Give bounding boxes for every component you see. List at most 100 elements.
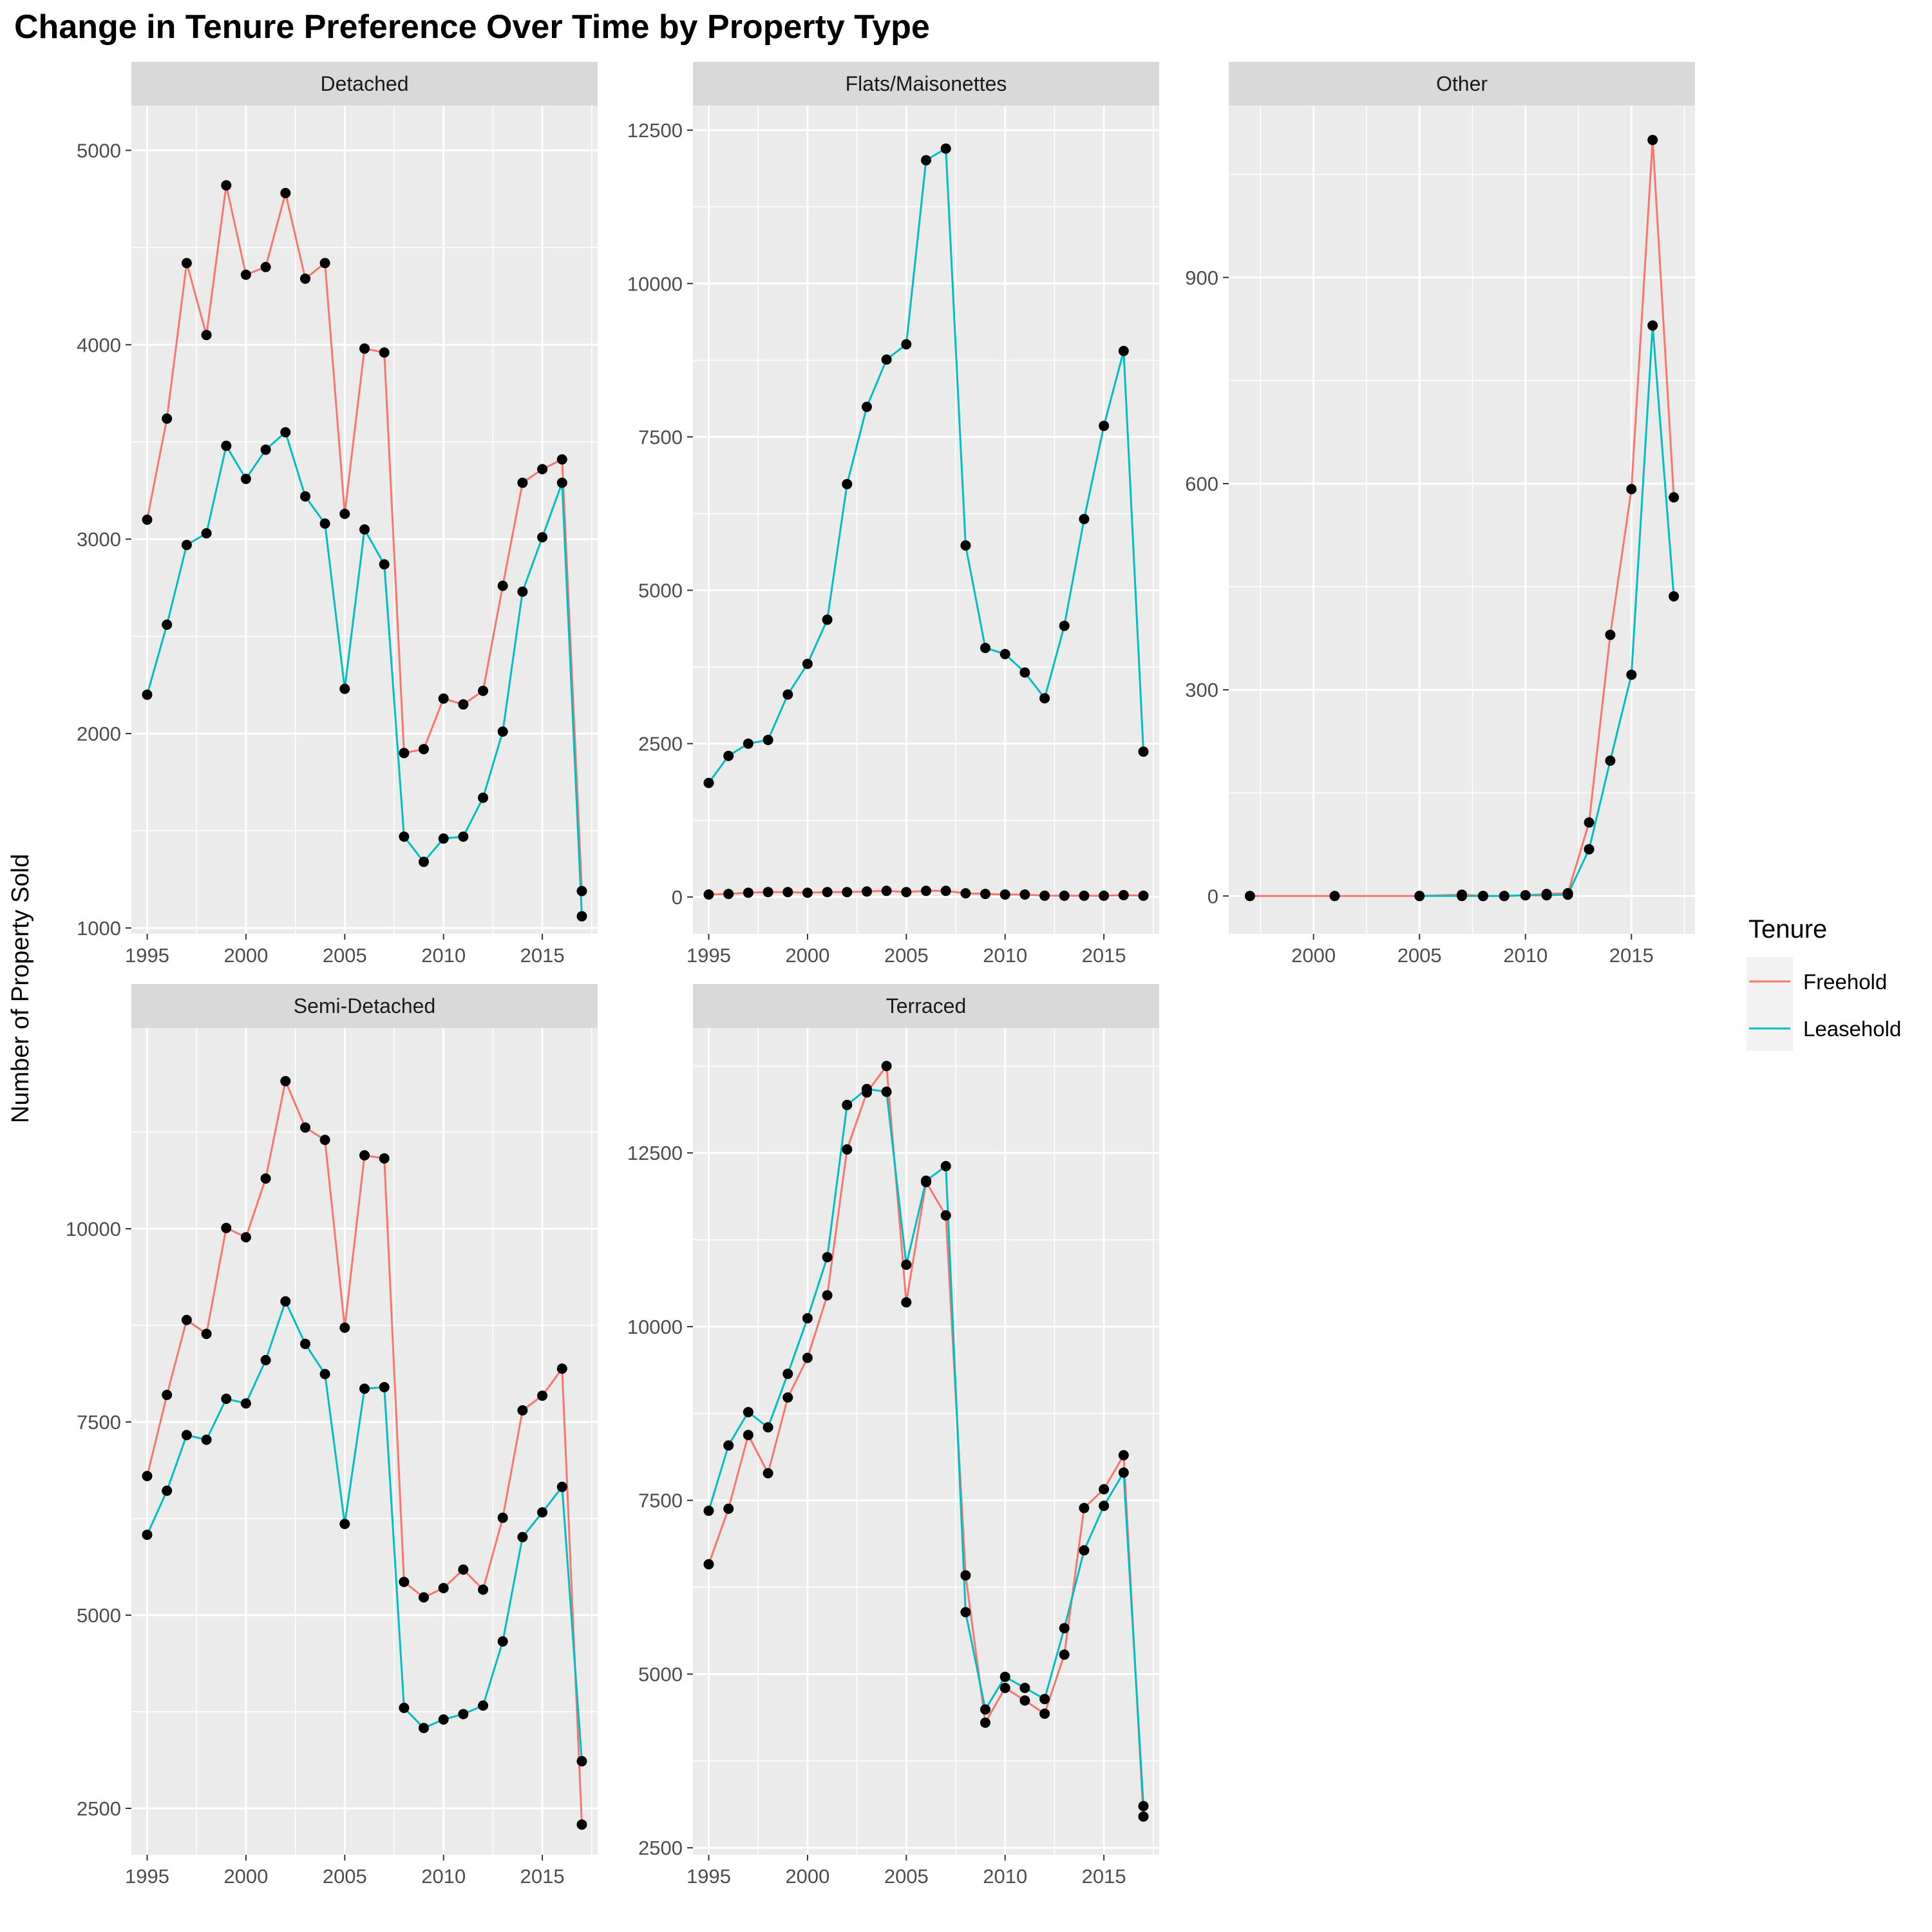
data-point-leasehold: [201, 1434, 212, 1445]
x-tick-label: 2000: [223, 1865, 268, 1888]
y-tick-label: 1000: [77, 917, 121, 940]
data-point-freehold: [703, 1559, 714, 1569]
data-point-freehold: [842, 1144, 853, 1155]
data-point-freehold: [300, 1122, 310, 1133]
data-point-freehold: [723, 889, 734, 900]
x-tick-label: 2000: [785, 1865, 829, 1888]
data-point-leasehold: [1059, 1623, 1070, 1634]
data-point-freehold: [980, 1718, 990, 1728]
data-point-leasehold: [881, 354, 892, 365]
data-point-freehold: [201, 330, 212, 341]
facet-strip-label: Detached: [321, 72, 409, 95]
data-point-freehold: [1669, 492, 1680, 503]
data-point-freehold: [940, 886, 951, 896]
data-point-leasehold: [162, 620, 173, 630]
data-point-leasehold: [1019, 667, 1030, 678]
data-point-leasehold: [921, 155, 931, 166]
data-point-leasehold: [399, 831, 410, 842]
data-point-freehold: [1118, 890, 1129, 900]
data-point-leasehold: [478, 792, 489, 803]
data-point-leasehold: [1079, 1545, 1090, 1556]
data-point-freehold: [142, 515, 153, 525]
data-point-leasehold: [142, 689, 153, 700]
data-point-freehold: [221, 180, 232, 191]
data-point-leasehold: [162, 1485, 173, 1496]
data-point-leasehold: [1457, 891, 1467, 902]
data-point-leasehold: [478, 1700, 489, 1711]
x-tick-label: 2005: [884, 944, 929, 967]
y-tick-label: 12500: [627, 119, 683, 142]
x-tick-label: 2010: [1503, 944, 1548, 967]
data-point-freehold: [379, 347, 390, 358]
data-point-leasehold: [1138, 1801, 1149, 1812]
data-point-leasehold: [822, 614, 833, 625]
facet-strip-label: Other: [1436, 72, 1488, 95]
data-point-freehold: [822, 887, 833, 898]
data-point-freehold: [419, 1592, 429, 1603]
data-point-leasehold: [782, 1368, 793, 1379]
data-point-leasehold: [999, 1671, 1010, 1682]
y-tick-label: 10000: [627, 272, 683, 295]
data-point-leasehold: [1477, 891, 1488, 902]
x-tick-label: 2015: [520, 944, 565, 967]
data-point-freehold: [339, 508, 350, 519]
data-point-freehold: [822, 1290, 833, 1301]
x-tick-label: 2010: [421, 1865, 466, 1888]
data-point-leasehold: [743, 738, 753, 749]
data-point-freehold: [960, 1570, 971, 1581]
y-tick-label: 2500: [77, 1797, 121, 1820]
data-point-freehold: [743, 1430, 753, 1441]
data-point-leasehold: [1605, 755, 1616, 766]
data-point-freehold: [537, 1390, 548, 1401]
data-point-leasehold: [723, 1440, 734, 1451]
panel-background: [1229, 106, 1695, 934]
data-point-freehold: [260, 261, 271, 272]
data-point-freehold: [399, 748, 410, 759]
y-tick-label: 5000: [638, 580, 683, 602]
data-point-freehold: [438, 1583, 449, 1593]
data-point-freehold: [1138, 890, 1149, 901]
panel-background: [131, 106, 598, 934]
y-tick-label: 600: [1185, 473, 1218, 495]
x-tick-label: 1995: [687, 1865, 731, 1888]
data-point-leasehold: [703, 1505, 714, 1516]
data-point-freehold: [999, 889, 1010, 900]
data-point-freehold: [960, 888, 971, 899]
data-point-leasehold: [1059, 620, 1070, 631]
data-point-freehold: [1039, 890, 1050, 901]
data-point-freehold: [1039, 1709, 1050, 1719]
data-point-freehold: [556, 454, 567, 465]
data-point-freehold: [881, 1061, 892, 1072]
data-point-leasehold: [1520, 890, 1531, 901]
x-tick-label: 2005: [884, 1865, 929, 1888]
data-point-freehold: [842, 887, 853, 898]
data-point-freehold: [359, 1150, 370, 1160]
data-point-leasehold: [419, 857, 429, 867]
x-tick-label: 2015: [1082, 944, 1126, 967]
x-tick-label: 2010: [983, 944, 1027, 967]
data-point-leasehold: [458, 1709, 469, 1719]
data-point-leasehold: [862, 401, 872, 412]
data-point-leasehold: [999, 649, 1010, 659]
data-point-leasehold: [359, 524, 370, 535]
data-point-leasehold: [319, 1368, 330, 1379]
data-point-freehold: [280, 187, 291, 198]
data-point-leasehold: [980, 643, 990, 654]
data-point-freehold: [901, 1297, 912, 1308]
data-point-freehold: [802, 1352, 813, 1363]
data-point-freehold: [762, 887, 773, 898]
data-point-leasehold: [802, 1313, 813, 1323]
data-point-leasehold: [842, 478, 853, 489]
y-tick-label: 900: [1185, 267, 1218, 289]
data-point-freehold: [379, 1153, 390, 1164]
data-point-leasehold: [1099, 421, 1110, 431]
panel-flats-maisonettes: Flats/Maisonettes 1995 2000 2005 2010 2015 0 25…: [627, 62, 1159, 967]
data-point-leasehold: [1019, 1683, 1030, 1693]
data-point-leasehold: [1118, 1467, 1129, 1478]
data-point-leasehold: [762, 1422, 773, 1433]
data-point-freehold: [1059, 890, 1070, 901]
data-point-leasehold: [1499, 891, 1510, 902]
legend-label-leasehold: Leasehold: [1803, 1017, 1901, 1041]
data-point-freehold: [181, 258, 192, 269]
data-point-leasehold: [576, 911, 587, 922]
